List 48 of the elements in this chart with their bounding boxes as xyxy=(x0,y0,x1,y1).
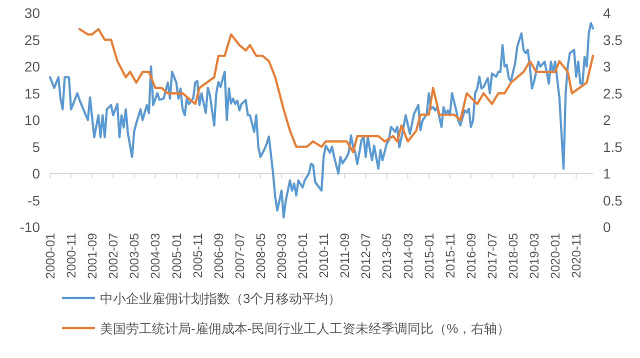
x-tick-label: 2020-01 xyxy=(548,232,563,279)
y-tick-label: 30 xyxy=(24,5,40,21)
y2-tick-label: 2 xyxy=(603,112,611,128)
x-tick-label: 2005-01 xyxy=(170,232,184,279)
x-tick-label: 2006-09 xyxy=(212,232,226,279)
y2-tick-label: 1.5 xyxy=(603,138,623,155)
x-tick-label: 2014-03 xyxy=(401,232,416,279)
y-tick-label: 0 xyxy=(32,166,40,182)
x-tick-label: 2007-07 xyxy=(232,232,247,279)
y-tick-label: 25 xyxy=(24,32,40,48)
x-tick-label: 2010-11 xyxy=(317,232,332,278)
x-tick-label: 2005-11 xyxy=(190,232,205,278)
x-tick-label: 2015-11 xyxy=(443,232,458,278)
legend-label: 中小企业雇佣计划指数（3个月移动平均） xyxy=(100,291,342,306)
y-tick-label: -5 xyxy=(28,192,40,208)
y-tick-label: 15 xyxy=(24,85,40,102)
y-tick-label: 5 xyxy=(32,138,40,155)
x-tick-label: 2011-09 xyxy=(338,232,352,278)
x-tick-label: 2000-11 xyxy=(64,232,79,278)
x-tick-label: 2010-01 xyxy=(296,232,310,279)
x-tick-label: 2017-07 xyxy=(485,232,500,279)
x-tick-label: 2018-05 xyxy=(506,232,521,279)
x-tick-label: 2002-07 xyxy=(106,232,121,279)
y-tick-label: 20 xyxy=(24,58,40,74)
x-tick-label: 2008-05 xyxy=(254,232,268,279)
y2-tick-label: 1 xyxy=(603,166,611,182)
x-tick-label: 2020-11 xyxy=(570,232,584,278)
x-tick-label: 2016-09 xyxy=(464,232,478,279)
x-tick-label: 2009-03 xyxy=(275,232,290,279)
y-tick-label: -10 xyxy=(20,219,40,235)
x-tick-label: 2000-01 xyxy=(44,232,58,279)
x-tick-label: 2001-09 xyxy=(86,232,100,279)
x-tick-label: 2015-01 xyxy=(422,232,436,279)
y2-tick-label: 2.5 xyxy=(603,85,623,102)
x-tick-label: 2019-03 xyxy=(528,232,542,279)
x-tick-label: 2012-07 xyxy=(359,232,374,279)
x-tick-label: 2003-05 xyxy=(128,232,142,279)
y2-tick-label: 4 xyxy=(603,5,611,21)
x-tick-label: 2013-05 xyxy=(380,232,394,279)
y-tick-label: 10 xyxy=(24,112,40,128)
y2-tick-label: 3 xyxy=(603,58,611,74)
legend-label: 美国劳工统计局-雇佣成本-民间行业工人工资未经季调同比（%，右轴） xyxy=(100,321,510,336)
x-tick-label: 2004-03 xyxy=(148,232,163,279)
y2-tick-label: 0 xyxy=(603,219,611,235)
line-series xyxy=(78,28,594,154)
y2-tick-label: 0.5 xyxy=(603,192,623,208)
y2-tick-label: 3.5 xyxy=(603,32,623,48)
line-series xyxy=(48,22,594,218)
